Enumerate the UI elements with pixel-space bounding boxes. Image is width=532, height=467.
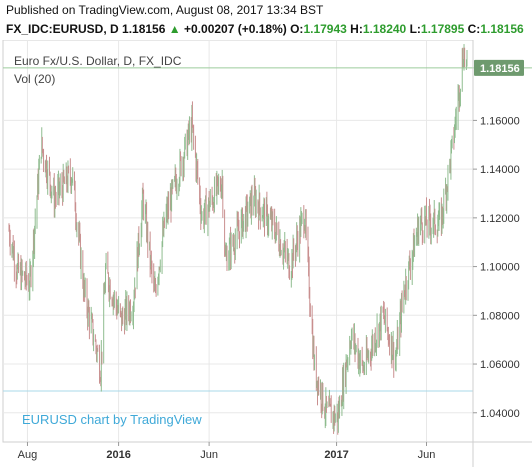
high-value: 1.18240 xyxy=(362,22,407,36)
high-label: H: xyxy=(350,22,363,36)
grid xyxy=(3,40,473,442)
time-tick-label: 2016 xyxy=(106,449,130,461)
price-chart[interactable]: Euro Fx/U.S. Dollar, D, FX_IDC Vol (20) … xyxy=(0,40,532,467)
up-arrow-icon: ▲ xyxy=(168,22,181,36)
price-tick-label: 1.08000 xyxy=(480,310,520,322)
low-label: L: xyxy=(409,22,421,36)
volume-legend: Vol (20) xyxy=(14,72,55,86)
time-tick-label: Jun xyxy=(200,449,218,461)
open-value: 1.17943 xyxy=(303,22,347,36)
tradingview-watermark[interactable]: EURUSD chart by TradingView xyxy=(22,412,202,427)
last-price: 1.18156 xyxy=(122,22,166,36)
time-tick-label: 2017 xyxy=(324,449,348,461)
open-label: O: xyxy=(290,22,304,36)
price-tick-label: 1.04000 xyxy=(480,408,520,420)
time-tick-label: Aug xyxy=(18,449,38,461)
price-tick-label: 1.10000 xyxy=(480,262,520,274)
time-tick-label: Jun xyxy=(418,449,436,461)
quote-bar: FX_IDC:EURUSD, D 1.18156 ▲ +0.00207 (+0.… xyxy=(6,22,532,36)
last-price-tag-label: 1.18156 xyxy=(480,63,520,75)
close-label: C: xyxy=(467,22,481,36)
change-value: +0.00207 (+0.18%) xyxy=(184,22,287,36)
symbol-label: FX_IDC:EURUSD, D xyxy=(6,22,119,36)
last-price-tag: 1.18156 xyxy=(474,59,524,76)
chart-legend-title: Euro Fx/U.S. Dollar, D, FX_IDC xyxy=(14,54,182,68)
published-caption: Published on TradingView.com, August 08,… xyxy=(6,3,324,17)
price-tick-label: 1.06000 xyxy=(480,359,520,371)
candles xyxy=(8,44,468,435)
close-value: 1.18156 xyxy=(480,22,524,36)
time-axis[interactable]: Aug 2016 Jun 2017 Jun xyxy=(18,442,436,461)
price-axis[interactable]: 1.16000 1.14000 1.12000 1.10000 1.08000 1.060… xyxy=(473,115,520,420)
low-value: 1.17895 xyxy=(420,22,465,36)
price-tick-label: 1.12000 xyxy=(480,213,520,225)
price-tick-label: 1.14000 xyxy=(480,164,520,176)
price-tick-label: 1.16000 xyxy=(480,115,520,127)
